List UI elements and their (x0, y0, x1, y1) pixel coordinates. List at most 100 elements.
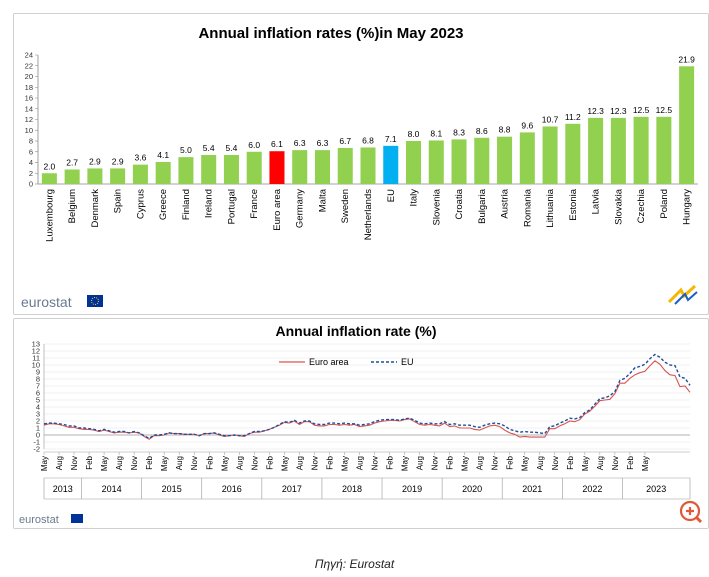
line-year-label: 2015 (162, 484, 182, 494)
line-month-label: Nov (190, 456, 199, 470)
eu-flag-icon (87, 295, 103, 307)
bar-category-label: Euro area (272, 188, 283, 230)
line-y-tick-label: 11 (32, 354, 40, 363)
bar-greece (155, 161, 171, 184)
bar-value-label: 11.2 (565, 112, 581, 122)
line-year-label: 2021 (522, 484, 542, 494)
line-month-label: May (220, 456, 229, 471)
line-month-label: Nov (130, 456, 139, 470)
line-chart-series (43, 353, 691, 440)
bar-sweden (337, 147, 353, 184)
line-month-label: May (401, 456, 410, 471)
bar-value-label: 8.8 (499, 125, 511, 135)
bar-value-label: 6.0 (248, 140, 260, 150)
line-month-label: Nov (491, 456, 500, 470)
bar-value-label: 6.3 (317, 138, 329, 148)
bar-portugal (223, 154, 239, 184)
bar-value-label: 6.3 (294, 138, 306, 148)
line-month-label: Nov (371, 456, 380, 470)
line-month-label: Aug (295, 456, 304, 470)
line-series-eu (43, 353, 691, 440)
bar-hungary (679, 66, 695, 184)
line-month-label: Feb (506, 455, 515, 469)
line-month-label: Feb (325, 455, 334, 469)
bar-netherlands (360, 147, 376, 184)
bar-category-label: Slovenia (431, 188, 442, 225)
bar-category-label: Malta (317, 188, 328, 212)
bar-value-label: 8.6 (476, 126, 488, 136)
line-month-label: Aug (596, 456, 605, 470)
line-month-label: Nov (310, 456, 319, 470)
eurostat-logo-text-small: eurostat (19, 514, 59, 526)
bar-category-label: Croatia (454, 188, 465, 219)
bar-category-label: Slovakia (613, 188, 624, 225)
line-month-label: Feb (386, 455, 395, 469)
bar-ireland (201, 154, 217, 184)
bar-value-label: 12.5 (656, 105, 673, 115)
eu-flag-icon (71, 514, 83, 523)
line-month-label: Aug (55, 456, 64, 470)
bar-category-label: Netherlands (363, 189, 374, 240)
eurostat-logo-text: eurostat (21, 294, 72, 310)
line-chart: Annual inflation rate (%) -2-10123456789… (19, 323, 703, 526)
bar-chart-value-labels: 2.0 2.7 2.9 2.9 3.6 4.1 5.0 5.4 5.4 6.0 6.1 6.3 6.3 6… (43, 54, 695, 171)
line-chart-legend: Euro area EU (279, 357, 414, 367)
bar-belgium (64, 169, 80, 184)
bar-value-label: 7.1 (385, 134, 397, 144)
line-chart-panel: Annual inflation rate (%) -2 -1 0 1 2 3 4 5 6 7 8 9… (13, 318, 709, 529)
line-month-label: Aug (476, 456, 485, 470)
bar-eu (383, 145, 399, 184)
bar-chart-category-labels: Luxembourg Belgium Denmark Spain Cyprus Greec… (44, 188, 692, 242)
zoom-plus-icon[interactable] (679, 500, 703, 524)
bar-estonia (565, 123, 581, 184)
line-month-label: May (641, 456, 650, 471)
line-month-label: Nov (551, 456, 560, 470)
bar-value-label: 6.7 (339, 136, 351, 146)
bar-value-label: 12.5 (633, 105, 650, 115)
bar-chart-panel: Annual inflation rates (%)in May 2023 0 2… (13, 13, 709, 315)
bar-category-label: Lithuania (545, 188, 556, 227)
line-year-label: 2020 (462, 484, 482, 494)
eurostat-swoosh-icon (667, 284, 698, 305)
bar-poland (656, 116, 672, 184)
bar-czechia (633, 116, 649, 184)
bar-y-tick-label: 22 (25, 61, 33, 70)
line-month-label: May (521, 456, 530, 471)
bar-y-tick-label: 10 (25, 126, 33, 135)
line-y-tick-label: 13 (32, 340, 40, 349)
line-month-label: Aug (115, 456, 124, 470)
line-y-tick-label: 5 (36, 396, 40, 405)
bar-y-tick-label: 0 (29, 180, 33, 189)
bar-value-label: 5.4 (226, 143, 238, 153)
bar-category-label: Luxembourg (44, 189, 55, 242)
line-y-tick-label: 1 (36, 424, 40, 433)
bar-y-tick-label: 16 (25, 94, 33, 103)
bar-slovenia (428, 140, 444, 184)
bar-value-label: 21.9 (678, 54, 695, 64)
eurostat-logo-small: eurostat (19, 514, 83, 526)
bar-value-label: 9.6 (521, 120, 533, 130)
bar-value-label: 3.6 (134, 153, 146, 163)
bar-chart: Annual inflation rates (%)in May 2023 0 2… (21, 25, 698, 310)
line-y-tick-label: 4 (36, 403, 40, 412)
bar-value-label: 8.3 (453, 127, 465, 137)
line-month-label: Feb (205, 455, 214, 469)
bar-category-label: Sweden (340, 189, 351, 223)
bar-category-label: Belgium (67, 189, 78, 223)
bar-category-label: Cyprus (135, 189, 146, 219)
bar-romania (519, 132, 535, 184)
bar-euro-area (269, 151, 285, 184)
line-year-label: 2023 (646, 484, 666, 494)
line-year-label: 2016 (222, 484, 242, 494)
bar-category-label: France (249, 189, 260, 219)
line-chart-x-axis: May Aug Nov Feb May Aug Nov Feb May Aug Nov Feb May A… (40, 451, 691, 500)
bar-category-label: Denmark (90, 189, 101, 228)
bar-y-tick-label: 14 (25, 104, 33, 113)
line-y-tick-label: -1 (33, 438, 40, 447)
line-y-tick-label: -2 (33, 445, 40, 454)
line-month-label: Nov (611, 456, 620, 470)
bar-category-label: Germany (295, 189, 306, 228)
bar-value-label: 12.3 (610, 106, 627, 116)
line-month-label: Aug (416, 456, 425, 470)
